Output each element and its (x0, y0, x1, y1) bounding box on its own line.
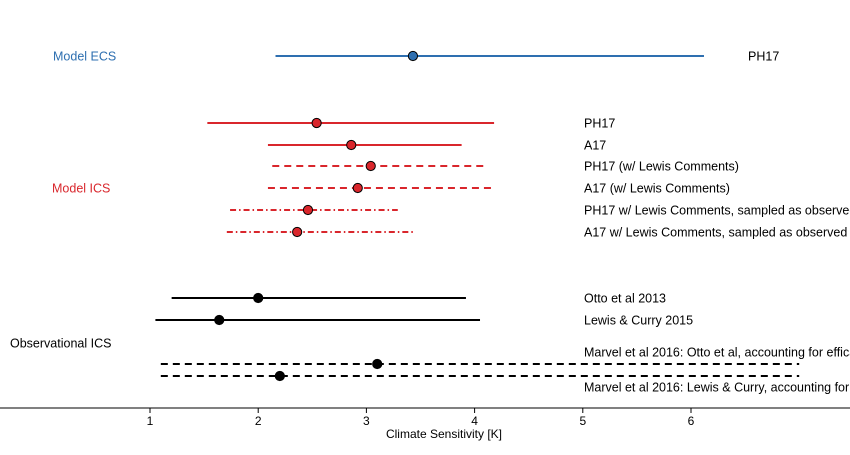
best-estimate-point (352, 182, 363, 194)
row-label: Marvel et al 2016: Lewis & Curry, accoun… (584, 381, 850, 395)
row-label: PH17 (w/ Lewis Comments) (584, 160, 739, 174)
row-label: A17 w/ Lewis Comments, sampled as observ… (584, 226, 847, 240)
best-estimate-point (365, 160, 376, 172)
best-estimate-point (274, 370, 285, 382)
best-estimate-point (346, 139, 357, 151)
x-tick-label: 6 (688, 414, 695, 428)
best-estimate-point (311, 117, 322, 129)
x-tick-label: 2 (255, 414, 262, 428)
row-label: Otto et al 2013 (584, 292, 666, 306)
series-layer: Model ECS PH17 Model ICS PH17 A17 PH17 (w/ Le… (10, 50, 850, 395)
x-tick-label: 1 (147, 414, 154, 428)
row-label: Marvel et al 2016: Otto et al, accountin… (584, 346, 850, 360)
x-tick-label: 4 (471, 414, 478, 428)
series-group: Observational ICS Otto et al 2013 Lewis & … (10, 292, 850, 395)
x-axis-ticks: 1 2 3 4 5 6 (147, 408, 695, 428)
row-label: Lewis & Curry 2015 (584, 314, 693, 328)
group-label: Model ICS (52, 182, 110, 196)
series-group: Model ECS PH17 (53, 50, 779, 64)
row-label: PH17 (584, 117, 615, 131)
row-label: A17 (584, 139, 606, 153)
row-label: A17 (w/ Lewis Comments) (584, 182, 730, 196)
best-estimate-point (253, 292, 264, 304)
group-label: Observational ICS (10, 337, 111, 351)
best-estimate-point (292, 226, 303, 238)
best-estimate-point (302, 204, 314, 216)
x-tick-label: 5 (579, 414, 586, 428)
row-label: PH17 w/ Lewis Comments, sampled as obser… (584, 204, 850, 218)
x-axis-label: Climate Sensitivity [K] (386, 427, 502, 441)
best-estimate-point (407, 50, 419, 62)
best-estimate-point (372, 358, 383, 370)
x-tick-label: 3 (363, 414, 370, 428)
group-label: Model ECS (53, 50, 116, 64)
series-group: Model ICS PH17 A17 PH17 (w/ Lewis Comments)… (52, 117, 850, 240)
x-axis: 1 2 3 4 5 6 Climate Sensitivity [K] (0, 407, 850, 441)
row-label: PH17 (748, 50, 779, 64)
best-estimate-point (214, 314, 225, 326)
